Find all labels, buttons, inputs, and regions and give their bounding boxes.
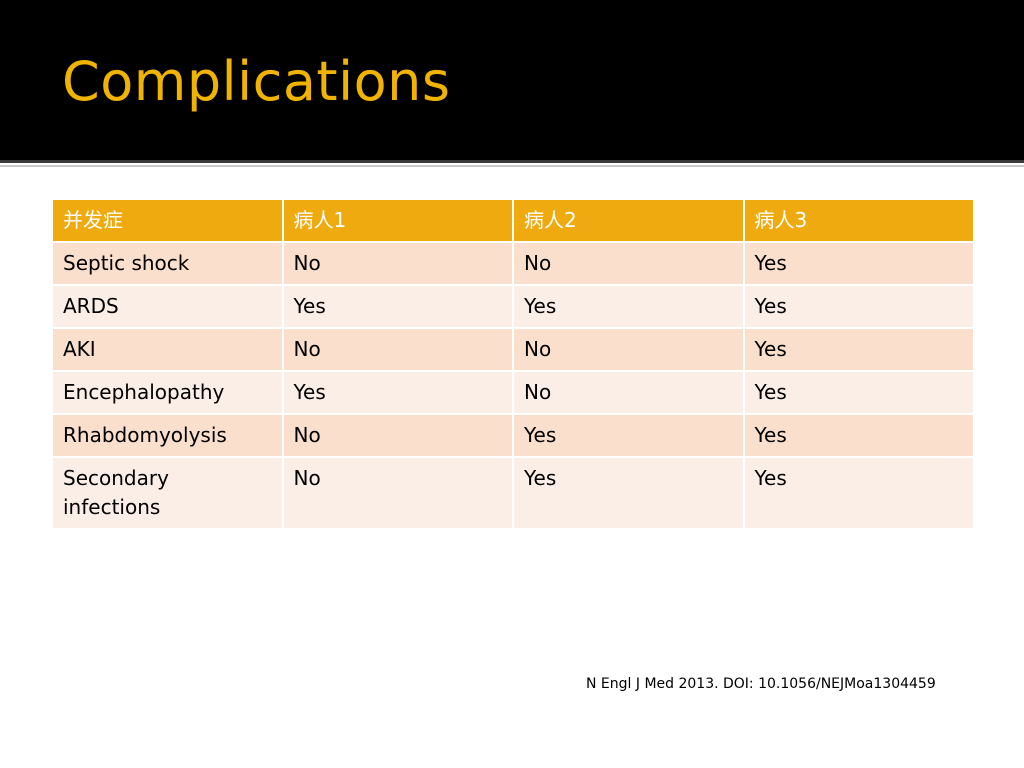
patient-3-cell: Yes: [742, 241, 975, 286]
header-patient-2: 病人2: [512, 198, 745, 243]
patient-1-cell: No: [281, 456, 514, 530]
table-row: Secondary infections No Yes Yes: [51, 456, 975, 530]
patient-3-cell: Yes: [742, 284, 975, 329]
patient-3-cell: Yes: [742, 413, 975, 458]
patient-1-cell: No: [281, 241, 514, 286]
title-divider-light: [0, 165, 1024, 167]
table-row: Encephalopathy Yes No Yes: [51, 370, 975, 415]
complication-cell: AKI: [51, 327, 284, 372]
patient-1-cell: No: [281, 413, 514, 458]
patient-2-cell: No: [512, 370, 745, 415]
complications-table: 并发症 病人1 病人2 病人3 Septic shock No No Yes A…: [51, 198, 975, 530]
complication-cell: Rhabdomyolysis: [51, 413, 284, 458]
table-row: Septic shock No No Yes: [51, 241, 975, 286]
table-row: AKI No No Yes: [51, 327, 975, 372]
complication-cell: Secondary infections: [51, 456, 284, 530]
patient-2-cell: No: [512, 327, 745, 372]
slide-title: Complications: [62, 50, 451, 113]
patient-2-cell: Yes: [512, 413, 745, 458]
patient-1-cell: Yes: [281, 284, 514, 329]
complication-cell: ARDS: [51, 284, 284, 329]
header-patient-3: 病人3: [742, 198, 975, 243]
table-header-row: 并发症 病人1 病人2 病人3: [51, 198, 975, 243]
patient-2-cell: Yes: [512, 284, 745, 329]
patient-1-cell: Yes: [281, 370, 514, 415]
patient-2-cell: Yes: [512, 456, 745, 530]
header-patient-1: 病人1: [281, 198, 514, 243]
table-row: ARDS Yes Yes Yes: [51, 284, 975, 329]
citation: N Engl J Med 2013. DOI: 10.1056/NEJMoa13…: [586, 676, 936, 692]
header-complication: 并发症: [51, 198, 284, 243]
patient-2-cell: No: [512, 241, 745, 286]
patient-1-cell: No: [281, 327, 514, 372]
complication-cell: Encephalopathy: [51, 370, 284, 415]
complication-cell: Septic shock: [51, 241, 284, 286]
patient-3-cell: Yes: [742, 370, 975, 415]
patient-3-cell: Yes: [742, 327, 975, 372]
title-bar: Complications: [0, 0, 1024, 160]
title-divider: [0, 160, 1024, 163]
table-row: Rhabdomyolysis No Yes Yes: [51, 413, 975, 458]
patient-3-cell: Yes: [742, 456, 975, 530]
